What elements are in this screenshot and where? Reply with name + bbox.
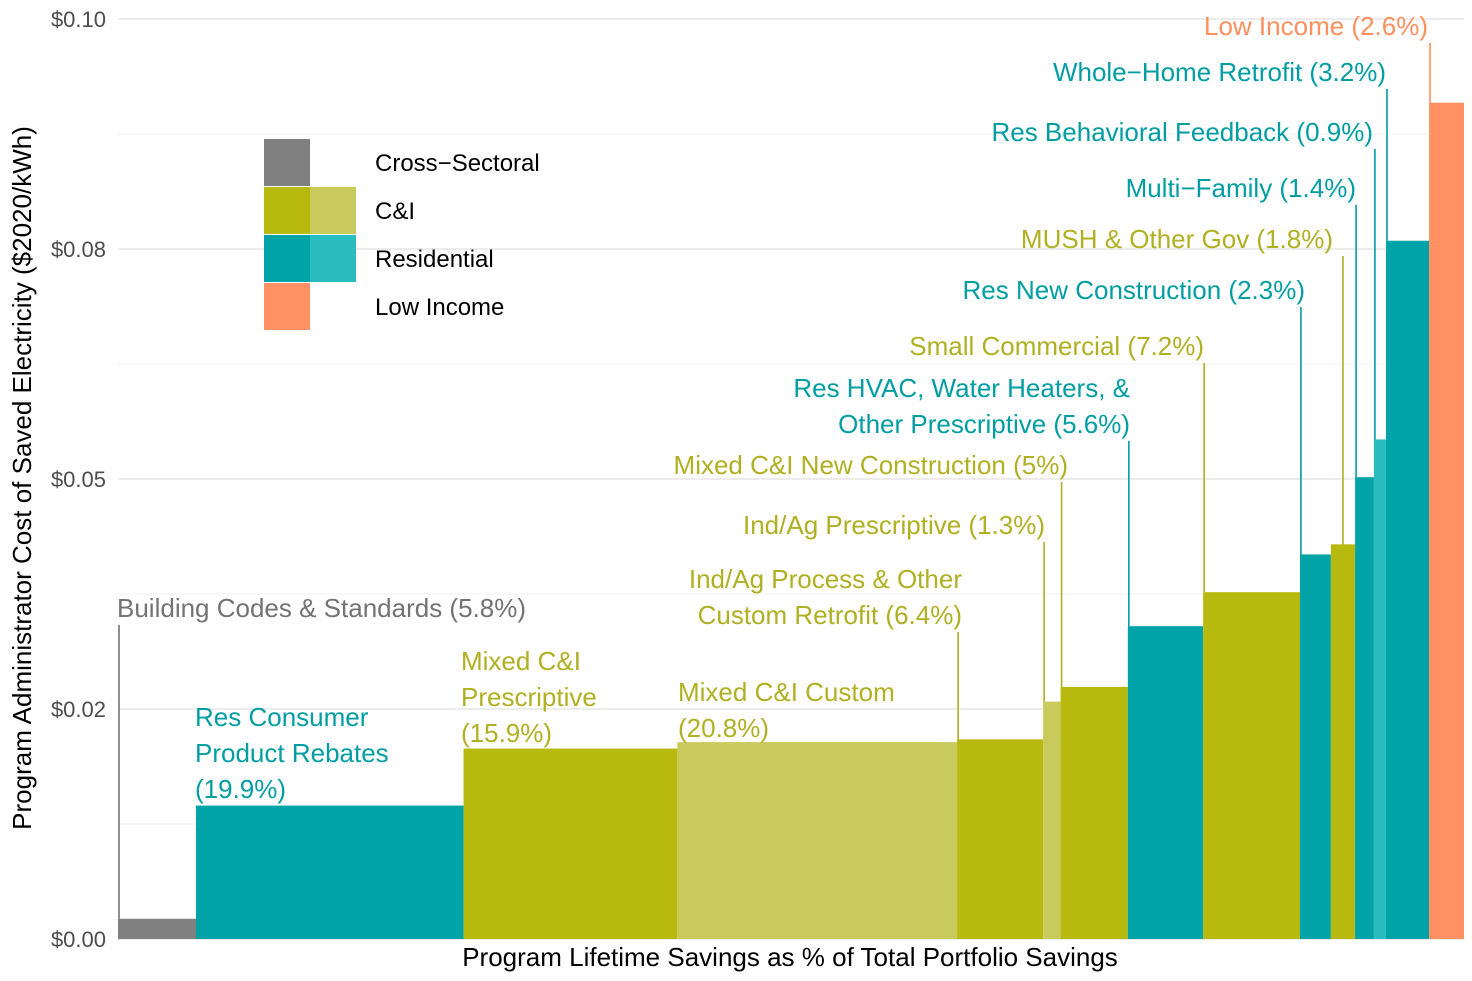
- y-tick-label: $0.05: [51, 467, 106, 492]
- bar-label: Small Commercial (7.2%): [909, 331, 1204, 361]
- x-axis-title: Program Lifetime Savings as % of Total P…: [462, 942, 1118, 972]
- bar-label: Ind/Ag Prescriptive (1.3%): [743, 510, 1045, 540]
- legend-swatch: [264, 139, 310, 186]
- bar: [1386, 240, 1430, 940]
- y-axis-ticks: $0.00 $0.02 $0.05 $0.08 $0.10: [51, 7, 106, 952]
- bar: [1373, 439, 1387, 939]
- bar-label: Res Behavioral Feedback (0.9%): [991, 117, 1373, 147]
- y-tick-label: $0.02: [51, 697, 106, 722]
- bar: [118, 918, 196, 939]
- y-tick-label: $0.00: [51, 927, 106, 952]
- bar-label: Res New Construction (2.3%): [963, 275, 1305, 305]
- bar-label: Multi−Family (1.4%): [1126, 173, 1356, 203]
- bar: [1060, 686, 1128, 939]
- bar: [1429, 102, 1464, 940]
- bar: [1299, 554, 1331, 939]
- bar-label: Ind/Ag Process & Other Custom Retrofit (6…: [689, 564, 962, 630]
- bar: [463, 748, 678, 939]
- bar: [1330, 544, 1356, 939]
- bars: [118, 102, 1464, 940]
- y-axis-title: Program Administrator Cost of Saved Elec…: [7, 126, 37, 830]
- bar: [957, 739, 1044, 939]
- bar-labels: Building Codes & Standards (5.8%) Res Con…: [117, 11, 1428, 804]
- bar: [195, 805, 464, 939]
- legend-label: Cross−Sectoral: [375, 150, 540, 177]
- bar-label: Mixed C&I Prescriptive (15.9%): [461, 646, 597, 748]
- legend-label: Low Income: [375, 294, 504, 321]
- legend-label: C&I: [375, 198, 415, 225]
- legend-swatch: [264, 283, 310, 330]
- bar: [677, 742, 958, 939]
- bar: [1203, 592, 1300, 939]
- y-tick-label: $0.10: [51, 7, 106, 32]
- bar-label: Res HVAC, Water Heaters, & Other Prescrip…: [793, 373, 1130, 439]
- legend-swatch: [264, 235, 310, 282]
- legend-swatch: [310, 235, 356, 282]
- leader-lines: [118, 43, 1431, 919]
- bar: [1043, 701, 1061, 939]
- legend-swatch: [310, 187, 356, 234]
- bar-label: MUSH & Other Gov (1.8%): [1021, 224, 1333, 254]
- legend-label: Residential: [375, 246, 494, 273]
- bar: [1127, 626, 1204, 939]
- legend: Cross−Sectoral C&I Residential Low Income: [264, 139, 540, 330]
- y-tick-label: $0.08: [51, 237, 106, 262]
- bar-label: Mixed C&I New Construction (5%): [674, 450, 1068, 480]
- bar-label: Mixed C&I Custom (20.8%): [678, 677, 895, 743]
- bar-label: Low Income (2.6%): [1204, 11, 1428, 41]
- bar: [1355, 477, 1374, 939]
- legend-swatch: [264, 187, 310, 234]
- bar-label: Whole−Home Retrofit (3.2%): [1053, 57, 1386, 87]
- bar-label: Building Codes & Standards (5.8%): [117, 593, 526, 623]
- bar-label: Res Consumer Product Rebates (19.9%): [195, 702, 389, 804]
